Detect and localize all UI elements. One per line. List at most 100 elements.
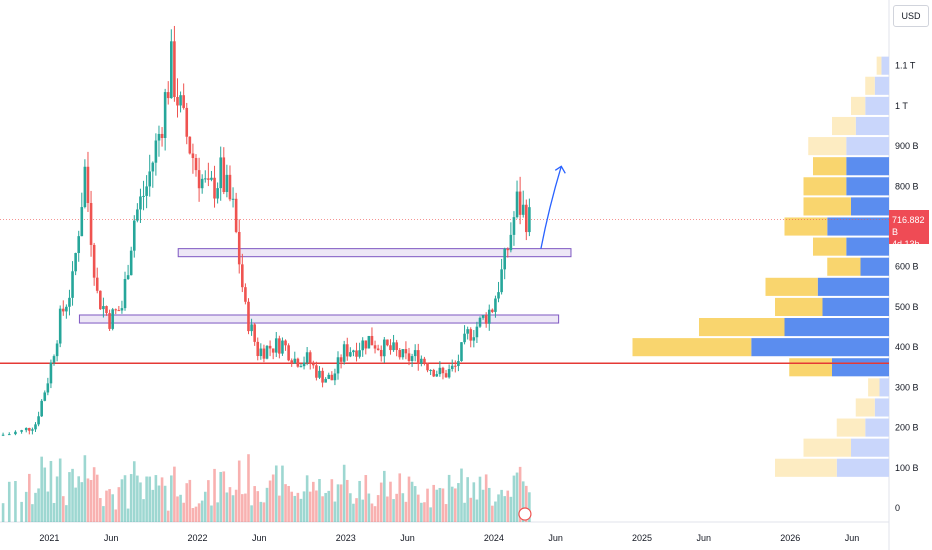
volume-bar: [256, 491, 260, 522]
volume-bar: [265, 487, 269, 522]
candle-body: [132, 220, 136, 251]
candle-body: [296, 358, 300, 367]
y-tick-label: 400 B: [895, 342, 919, 352]
volume-profile-up-bar: [765, 277, 818, 296]
volume-profile-down-bar: [817, 277, 889, 296]
volume-bar: [318, 479, 321, 522]
volume-bar: [20, 501, 23, 522]
candle-body: [200, 178, 204, 189]
candle-body: [278, 338, 281, 354]
volume-profile-down-bar: [860, 257, 889, 276]
candle-body: [163, 92, 167, 138]
y-tick-label: 1.1 T: [895, 61, 916, 71]
candle-body: [367, 335, 371, 349]
volume-profile-up-bar: [832, 116, 856, 136]
candle-body: [463, 333, 466, 343]
candle-body: [151, 162, 155, 172]
candle-body: [219, 157, 223, 189]
candle-body: [102, 306, 105, 310]
volume-bar: [383, 470, 386, 522]
volume-bar: [373, 506, 377, 522]
candle-body: [342, 344, 346, 362]
candle-body: [271, 348, 275, 353]
candle-body: [86, 166, 90, 204]
candle-body: [61, 308, 65, 312]
volume-bar: [327, 490, 331, 522]
volume-profile-down-bar: [865, 418, 889, 437]
volume-profile-up-bar: [789, 358, 832, 377]
volume-bar: [290, 491, 294, 522]
volume-bar: [14, 481, 17, 522]
volume-profile-up-bar: [865, 76, 875, 95]
volume-bar: [500, 489, 503, 522]
candle-body: [497, 292, 500, 299]
candle-body: [321, 370, 324, 383]
volume-profile-up-bar: [775, 458, 837, 477]
candle-body: [420, 358, 423, 364]
candle-body: [324, 378, 327, 383]
volume-bar: [336, 484, 340, 522]
volume-bar: [512, 475, 516, 522]
volume-bar: [509, 496, 513, 522]
x-tick-label: 2023: [336, 533, 356, 543]
candle-body: [460, 342, 463, 362]
candle-body: [364, 340, 368, 349]
candle-body: [370, 335, 374, 346]
candle-body: [333, 373, 337, 381]
candle-body: [95, 277, 99, 291]
volume-bar: [521, 481, 525, 522]
candle-body: [145, 186, 148, 196]
volume-bar: [268, 480, 272, 522]
x-tick-label: Jun: [548, 533, 563, 543]
volume-bar: [237, 460, 241, 522]
candle-body: [389, 345, 392, 351]
candle-body: [281, 340, 284, 354]
volume-bar: [413, 486, 417, 522]
candle-body: [37, 416, 40, 425]
volume-bar: [207, 480, 210, 522]
volume-bar: [321, 496, 324, 522]
candle-body: [244, 287, 247, 302]
candle-body: [105, 306, 108, 314]
currency-button[interactable]: USD: [893, 5, 929, 27]
candle-body: [71, 271, 74, 298]
volume-bar: [438, 487, 442, 522]
volume-profile-down-bar: [881, 56, 889, 75]
volume-bar: [410, 481, 414, 522]
volume-bar: [68, 472, 71, 522]
volume-bar: [429, 507, 432, 522]
candle-body: [528, 207, 531, 233]
candle-body: [512, 217, 516, 235]
volume-bar: [99, 498, 102, 522]
volume-profile-up-bar: [876, 56, 882, 75]
candle-body: [154, 140, 158, 163]
candle-body: [423, 358, 426, 364]
volume-bar: [200, 500, 204, 522]
volume-bar: [213, 468, 216, 522]
volume-profile-down-bar: [851, 438, 889, 457]
candle-body: [506, 248, 510, 251]
volume-bar: [407, 476, 411, 522]
x-tick-label: Jun: [104, 533, 119, 543]
volume-bar: [444, 504, 448, 522]
volume-bar: [228, 487, 232, 522]
y-tick-label: 100 B: [895, 463, 919, 473]
volume-bar: [457, 483, 460, 522]
projection-arrow: [540, 166, 562, 249]
volume-bar: [475, 499, 479, 522]
candle-body: [253, 324, 256, 342]
candle-body: [191, 153, 195, 159]
candle-body: [52, 356, 56, 363]
candle-body: [46, 383, 50, 393]
candle-body: [203, 178, 207, 180]
candle-body: [28, 427, 31, 431]
volume-bar: [494, 501, 497, 522]
volume-profile-up-bar: [813, 237, 847, 256]
candle-body: [142, 195, 145, 197]
volume-bar: [330, 479, 334, 522]
candle-body: [494, 298, 497, 312]
candle-body: [120, 308, 124, 311]
candle-body: [318, 370, 321, 378]
volume-bar: [154, 475, 158, 522]
